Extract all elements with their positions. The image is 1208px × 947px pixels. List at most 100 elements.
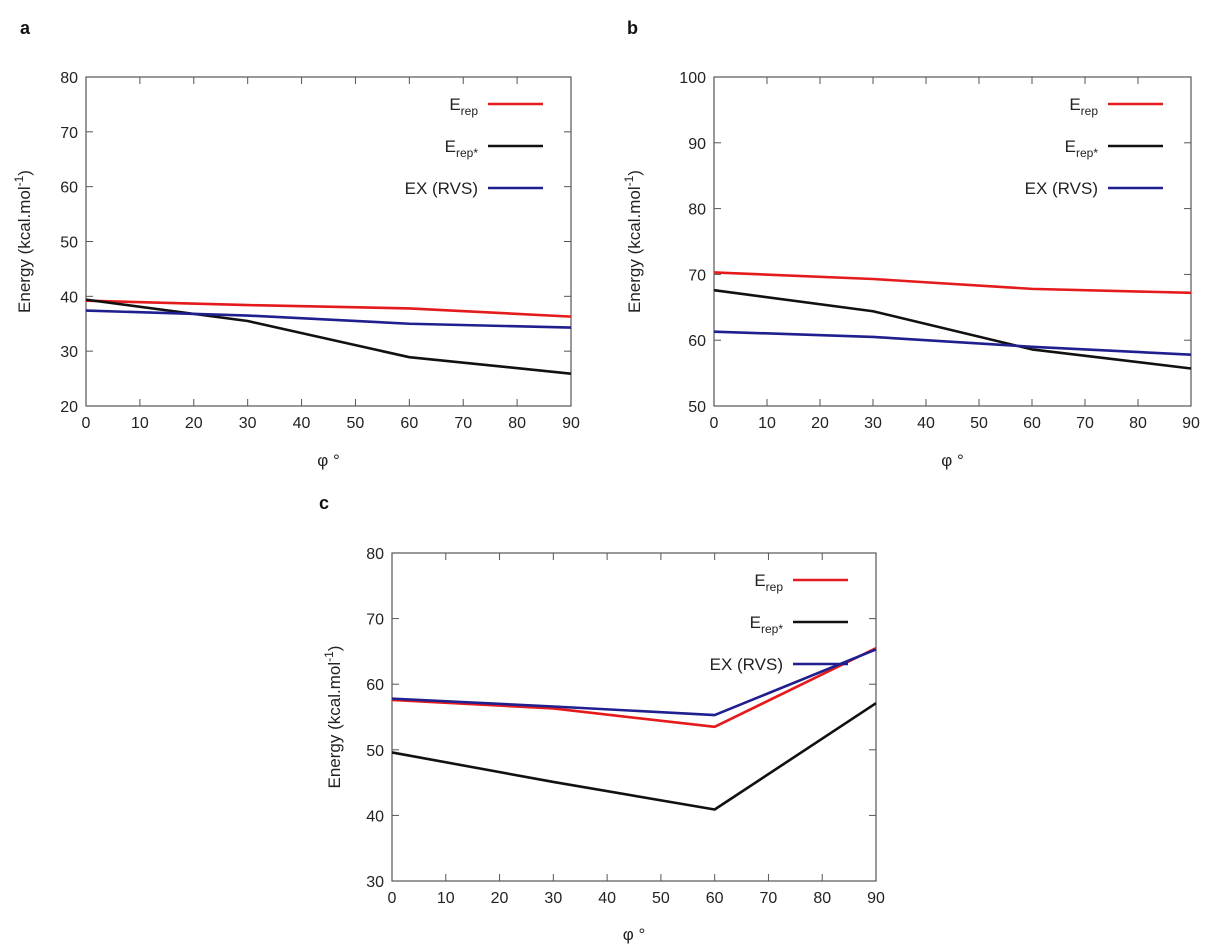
legend-name: E [1065, 137, 1076, 156]
legend-name: EX (RVS) [1025, 179, 1098, 198]
x-tick-label: 10 [758, 415, 776, 432]
legend-entry-0: Erep [449, 95, 478, 118]
x-tick-label: 60 [400, 415, 418, 432]
x-tick-label: 80 [1129, 415, 1147, 432]
x-tick-label: 30 [239, 415, 257, 432]
y-axis-label: Energy (kcal.mol-1) [622, 170, 644, 313]
x-tick-label: 90 [562, 415, 580, 432]
y-axis-label-sup: -1 [322, 651, 336, 662]
series-line-0 [85, 299, 572, 318]
legend-name-sub: rep [766, 580, 784, 594]
x-tick-label: 60 [706, 890, 724, 907]
legend-name: E [754, 571, 765, 590]
legend-entry-1: Erep* [445, 137, 479, 160]
series-line-2 [391, 648, 877, 717]
y-tick-label: 70 [60, 125, 78, 142]
legend-entry-2: EX (RVS) [710, 655, 783, 674]
y-tick-label: 50 [366, 743, 384, 760]
y-tick-label: 40 [60, 289, 78, 306]
legend-name: E [750, 613, 761, 632]
y-axis-label-main: Energy (kcal.mol [325, 662, 344, 789]
x-tick-label: 70 [760, 890, 778, 907]
y-tick-label: 20 [60, 399, 78, 416]
x-tick-label: 20 [491, 890, 509, 907]
plot-frame [85, 76, 572, 407]
y-axis-label: Energy (kcal.mol-1) [12, 170, 34, 313]
x-tick-label: 40 [598, 890, 616, 907]
legend-name-sub: rep [1081, 104, 1099, 118]
legend-name: EX (RVS) [710, 655, 783, 674]
legend-name: E [1069, 95, 1080, 114]
x-tick-label: 20 [811, 415, 829, 432]
x-tick-label: 50 [970, 415, 988, 432]
y-axis-label-close: ) [625, 170, 644, 176]
y-tick-label: 90 [688, 136, 706, 153]
y-tick-label: 50 [688, 399, 706, 416]
x-tick-label: 0 [82, 415, 91, 432]
y-axis-label-sup: -1 [12, 175, 26, 186]
series-line-1 [713, 288, 1192, 370]
legend-name: EX (RVS) [405, 179, 478, 198]
panel-label: a [20, 18, 31, 38]
plot-frame [713, 76, 1192, 407]
legend-name-sub: rep* [456, 146, 478, 160]
x-tick-label: 0 [388, 890, 397, 907]
y-axis-label-main: Energy (kcal.mol [15, 186, 34, 313]
y-axis-label: Energy (kcal.mol-1) [322, 646, 344, 789]
chart-panel-a: a 0 10 20 30 40 50 60 70 80 90 20 30 40 50 60 70 80 φ ° Ene… [12, 18, 580, 470]
plot-frame [391, 552, 877, 882]
x-tick-label: 40 [293, 415, 311, 432]
x-tick-label: 10 [437, 890, 455, 907]
y-axis-label-close: ) [325, 646, 344, 652]
series-line-2 [85, 309, 572, 329]
x-tick-label: 0 [710, 415, 719, 432]
legend-entry-0: Erep [1069, 95, 1098, 118]
x-tick-label: 50 [652, 890, 670, 907]
legend-name: E [445, 137, 456, 156]
legend-entry-2: EX (RVS) [1025, 179, 1098, 198]
legend-entry-1: Erep* [750, 613, 784, 636]
chart-panel-b: b 0 10 20 30 40 50 60 70 80 90 50 60 70 80 90 100 φ ° Ener… [622, 18, 1200, 470]
y-tick-label: 60 [366, 677, 384, 694]
x-tick-label: 80 [508, 415, 526, 432]
x-axis-label: φ ° [317, 451, 340, 470]
legend-name: E [449, 95, 460, 114]
y-axis-label-main: Energy (kcal.mol [625, 186, 644, 313]
legend-name-sub: rep* [1076, 146, 1098, 160]
series-line-1 [85, 298, 572, 375]
x-tick-label: 60 [1023, 415, 1041, 432]
series-line-0 [391, 646, 877, 729]
x-tick-label: 40 [917, 415, 935, 432]
y-tick-label: 80 [366, 546, 384, 563]
x-tick-label: 90 [867, 890, 885, 907]
legend-entry-2: EX (RVS) [405, 179, 478, 198]
x-tick-label: 80 [813, 890, 831, 907]
y-tick-label: 60 [60, 180, 78, 197]
y-tick-label: 30 [60, 344, 78, 361]
series-line-2 [713, 330, 1192, 356]
y-tick-label: 80 [688, 202, 706, 219]
y-tick-label: 80 [60, 70, 78, 87]
x-tick-label: 70 [1076, 415, 1094, 432]
panel-label: c [319, 493, 329, 513]
y-axis-label-close: ) [15, 170, 34, 176]
x-axis-label: φ ° [623, 925, 646, 944]
x-tick-label: 50 [347, 415, 365, 432]
y-tick-label: 60 [688, 333, 706, 350]
y-tick-label: 70 [366, 612, 384, 629]
series-line-0 [713, 271, 1192, 295]
legend-entry-1: Erep* [1065, 137, 1099, 160]
legend-name-sub: rep* [761, 622, 783, 636]
panel-label: b [627, 18, 638, 38]
x-tick-label: 90 [1182, 415, 1200, 432]
chart-panel-c: c 0 10 20 30 40 50 60 70 80 90 30 40 50 60 70 80 φ ° Energ… [319, 493, 885, 944]
y-tick-label: 100 [679, 70, 706, 87]
y-tick-label: 40 [366, 808, 384, 825]
legend-entry-0: Erep [754, 571, 783, 594]
x-tick-label: 30 [544, 890, 562, 907]
legend-name-sub: rep [461, 104, 479, 118]
x-axis-label: φ ° [941, 451, 964, 470]
y-tick-label: 70 [688, 267, 706, 284]
x-tick-label: 70 [454, 415, 472, 432]
